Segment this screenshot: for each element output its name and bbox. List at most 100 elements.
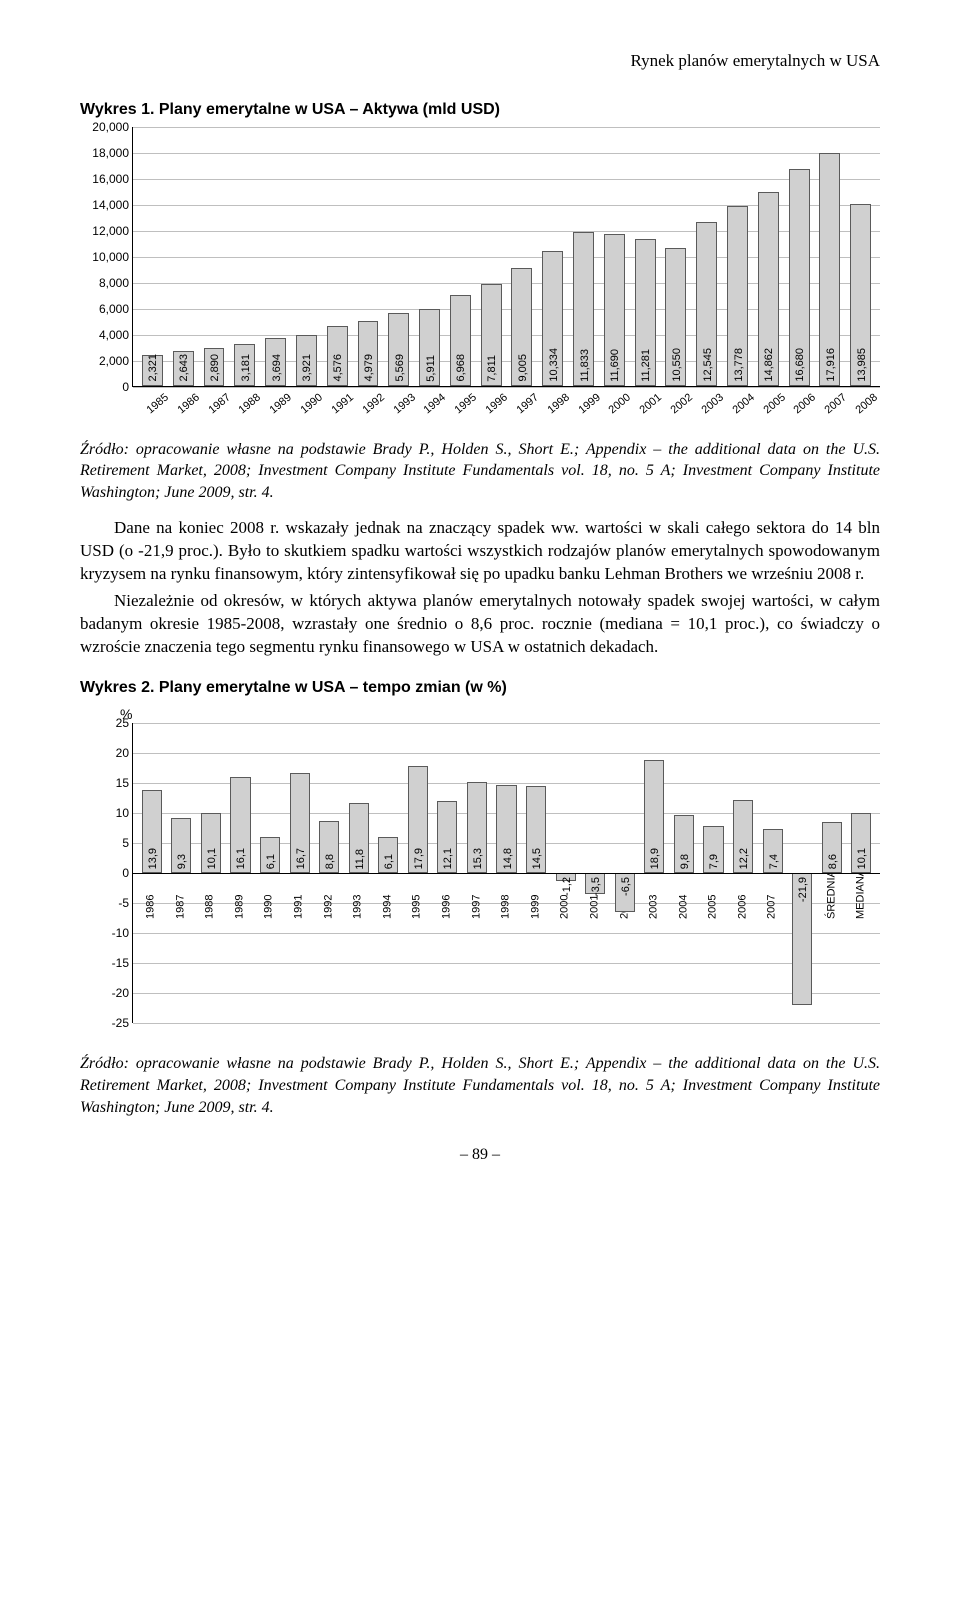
running-header: Rynek planów emerytalnych w USA — [80, 50, 880, 73]
chart1-ytick: 0 — [81, 378, 129, 394]
chart2-bar: 14,5 — [526, 786, 546, 873]
chart2-bar: 6,1 — [260, 837, 280, 874]
chart2-bar: 8,8 — [319, 821, 339, 874]
chart1-ytick: 20,000 — [81, 118, 129, 134]
chart1-bar: 2,890 — [204, 348, 225, 386]
chart1-bar-label: 3,921 — [300, 354, 315, 382]
chart1-bar: 13,778 — [727, 206, 748, 385]
chart1-ytick: 2,000 — [81, 352, 129, 368]
chart1-bar: 3,921 — [296, 335, 317, 386]
chart2-bar-label: 11,8 — [353, 849, 368, 870]
chart1-bar: 9,005 — [511, 268, 532, 385]
chart2-title: Wykres 2. Plany emerytalne w USA – tempo… — [80, 677, 880, 699]
chart2-bar-label: 9,8 — [678, 854, 693, 869]
chart2-bar-label: -6,5 — [619, 877, 634, 896]
chart2-bar: 16,7 — [290, 773, 310, 873]
chart2-bar-label: 6,1 — [264, 854, 279, 869]
chart2-ytick: -5 — [81, 895, 129, 911]
chart2-bar: -1,2 — [556, 873, 576, 880]
chart1-bar-label: 16,680 — [793, 348, 808, 382]
chart1-bar: 16,680 — [789, 169, 810, 386]
chart1-bar-label: 4,979 — [362, 354, 377, 382]
chart1-xtick: 2008 — [850, 388, 895, 434]
chart2-bar: 8,6 — [822, 822, 842, 874]
chart2-ytick: 5 — [81, 835, 129, 851]
chart2-ytick: -25 — [81, 1015, 129, 1031]
chart1-bar: 3,181 — [234, 344, 255, 385]
page-number: – 89 – — [80, 1144, 880, 1166]
chart1-bar-label: 5,911 — [424, 355, 439, 382]
chart2-bar: -21,9 — [792, 873, 812, 1004]
chart1-bar-label: 7,811 — [485, 355, 500, 382]
chart2-ytick: 20 — [81, 745, 129, 761]
chart1-bar: 17,916 — [819, 153, 840, 386]
chart1-bar: 2,321 — [142, 355, 163, 385]
chart2-bar: 14,8 — [496, 785, 516, 874]
chart1-bar-label: 13,778 — [732, 348, 747, 382]
chart2-bar-label: 17,9 — [412, 848, 427, 869]
chart1-bar-label: 2,890 — [208, 354, 223, 382]
chart1-title: Wykres 1. Plany emerytalne w USA – Aktyw… — [80, 99, 880, 121]
chart1-bar-label: 10,550 — [670, 348, 685, 382]
chart1-bar: 5,569 — [388, 313, 409, 385]
chart1-bar: 10,550 — [665, 248, 686, 385]
chart1-bar-label: 9,005 — [516, 354, 531, 382]
chart1-bar-label: 6,968 — [454, 354, 469, 382]
chart1-bar: 13,985 — [850, 204, 871, 386]
chart2: -25-20-15-10-5051015202513,99,310,116,16… — [80, 723, 880, 1023]
chart1-ytick: 10,000 — [81, 248, 129, 264]
chart2-bar: 7,4 — [763, 829, 783, 873]
chart2-bar: 13,9 — [142, 790, 162, 873]
chart2-bar-label: 13,9 — [146, 848, 161, 869]
chart2-bar: -6,5 — [615, 873, 635, 912]
chart2-bar: 6,1 — [378, 837, 398, 874]
chart1-bar: 4,979 — [358, 321, 379, 386]
chart1-bar-label: 17,916 — [824, 348, 839, 382]
chart2-ytick: -15 — [81, 955, 129, 971]
chart1-ytick: 6,000 — [81, 300, 129, 316]
chart1-bar: 2,643 — [173, 351, 194, 385]
chart2-bar: 10,1 — [851, 813, 871, 874]
chart1-bar-label: 14,862 — [762, 348, 777, 382]
chart2-bar: 18,9 — [644, 760, 664, 873]
chart2-ytick: 25 — [81, 715, 129, 731]
chart1-bar: 4,576 — [327, 326, 348, 385]
chart2-bar-label: 8,8 — [323, 854, 338, 869]
chart1-bar-label: 13,985 — [855, 348, 870, 382]
chart1-bar: 7,811 — [481, 284, 502, 386]
chart2-bar: -3,5 — [585, 873, 605, 894]
chart1-ytick: 18,000 — [81, 144, 129, 160]
chart2-bar-label: 16,7 — [294, 848, 309, 869]
chart2-bar-label: 15,3 — [471, 848, 486, 869]
chart1-ytick: 12,000 — [81, 222, 129, 238]
chart1-bar: 5,911 — [419, 309, 440, 386]
chart1-bar-label: 12,545 — [701, 348, 716, 382]
chart1-bar: 11,281 — [635, 239, 656, 386]
chart2-bar: 17,9 — [408, 766, 428, 873]
chart1-bar-label: 3,694 — [270, 354, 285, 382]
chart1-bar-label: 11,690 — [608, 349, 623, 382]
chart2-bar: 10,1 — [201, 813, 221, 874]
chart2-bar: 16,1 — [230, 777, 250, 874]
chart1-bar-label: 10,334 — [547, 348, 562, 382]
chart2-ytick: 15 — [81, 775, 129, 791]
chart1-bar-label: 4,576 — [331, 354, 346, 382]
chart1-bar-label: 11,281 — [639, 349, 654, 382]
chart2-bar-label: 10,1 — [855, 848, 870, 869]
chart2-bar-label: 12,1 — [441, 848, 456, 869]
chart1-bar: 12,545 — [696, 222, 717, 385]
chart2-bar-label: 7,4 — [767, 854, 782, 869]
chart2-bar-label: 7,9 — [707, 854, 722, 869]
chart1-bar: 6,968 — [450, 295, 471, 386]
chart2-pct-label: % — [120, 705, 880, 724]
chart2-bar-label: -3,5 — [589, 877, 604, 896]
chart1-bar-label: 2,643 — [177, 354, 192, 382]
chart1-bar-label: 5,569 — [393, 354, 408, 382]
chart2-bar: 12,2 — [733, 800, 753, 873]
chart1-bar-label: 11,833 — [578, 349, 593, 382]
chart1-bar: 10,334 — [542, 251, 563, 385]
chart2-ytick: 0 — [81, 865, 129, 881]
chart2-bar: 9,8 — [674, 815, 694, 874]
chart2-ytick: 10 — [81, 805, 129, 821]
chart2-bar: 9,3 — [171, 818, 191, 874]
